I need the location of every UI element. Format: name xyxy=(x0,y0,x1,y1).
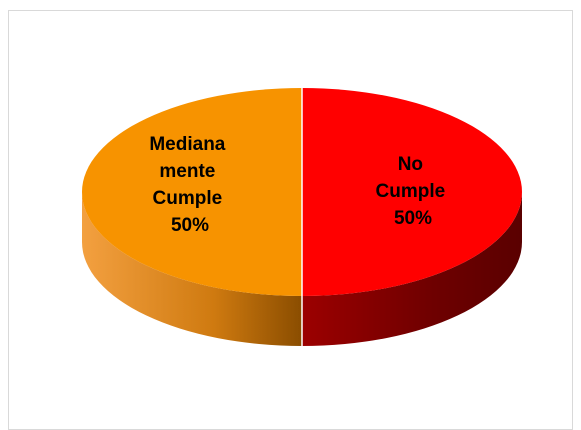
data-label-no-cumple: No Cumple 50% xyxy=(376,154,451,229)
slice-side-mediana-mente-cumple xyxy=(82,192,302,346)
label-line: Mediana xyxy=(149,134,225,155)
label-percent: 50% xyxy=(394,208,432,229)
label-line: No xyxy=(398,154,423,175)
slice-mediana-mente-cumple xyxy=(82,88,302,296)
slice-side-no-cumple xyxy=(302,192,522,346)
label-line: Cumple xyxy=(153,188,223,209)
slice-no-cumple xyxy=(302,88,522,296)
label-line: mente xyxy=(159,161,215,182)
label-line: Cumple xyxy=(376,181,446,202)
data-label-mediana-mente-cumple: Mediana mente Cumple 50% xyxy=(149,134,230,236)
label-percent: 50% xyxy=(171,215,209,236)
